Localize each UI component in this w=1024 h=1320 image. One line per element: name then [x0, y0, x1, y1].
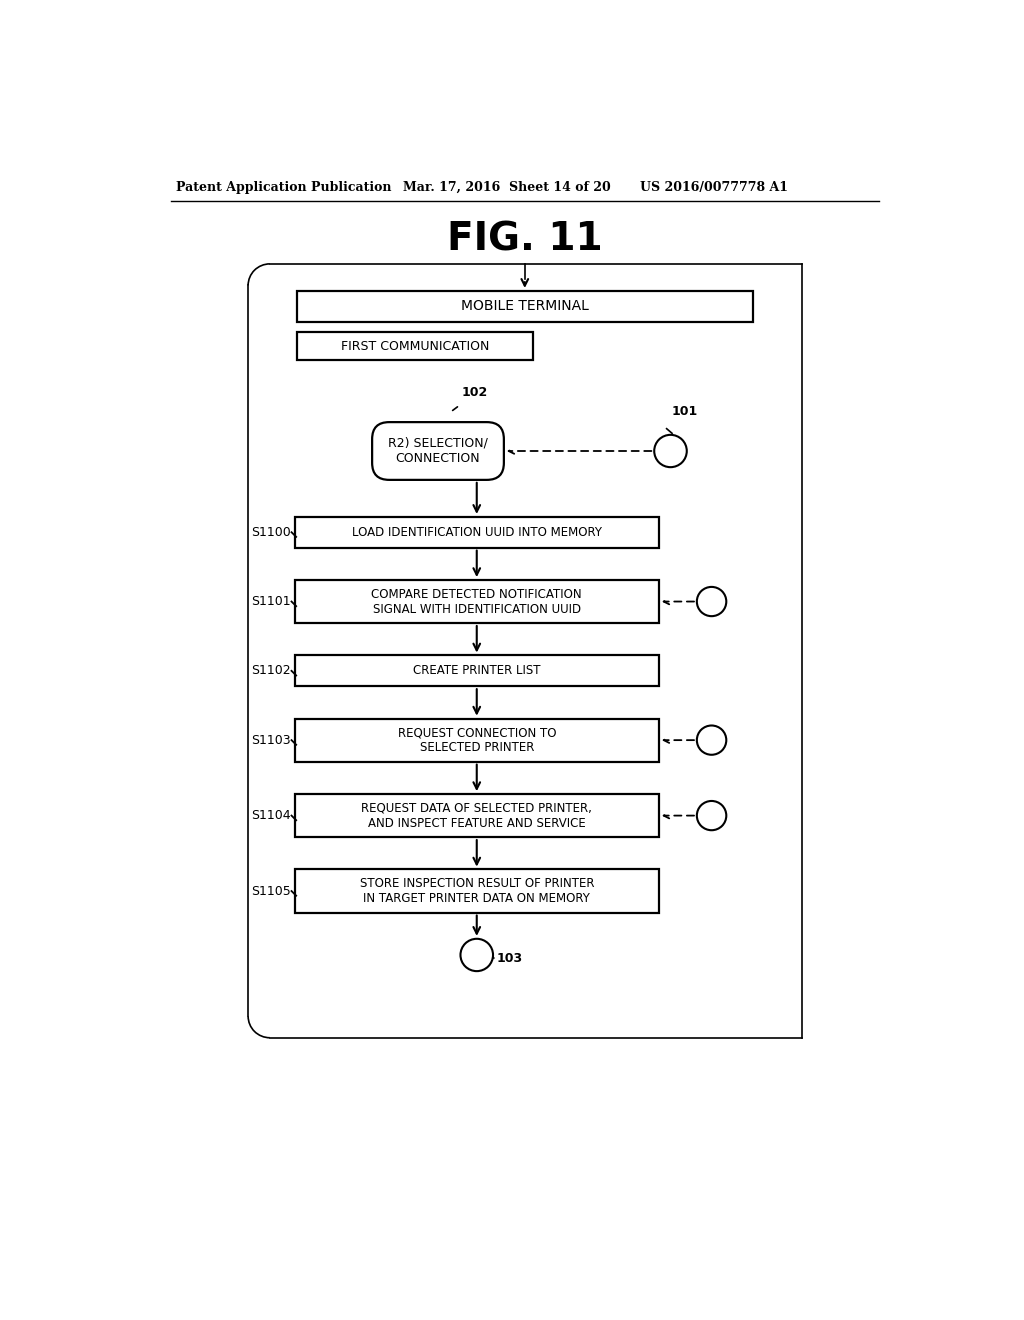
Circle shape [697, 801, 726, 830]
Text: R1: R1 [705, 810, 719, 821]
Text: S1104: S1104 [251, 809, 291, 822]
Text: US 2016/0077778 A1: US 2016/0077778 A1 [640, 181, 787, 194]
Text: R1: R1 [705, 735, 719, 744]
Text: R2) SELECTION/
CONNECTION: R2) SELECTION/ CONNECTION [388, 437, 488, 465]
Text: S1100: S1100 [251, 525, 291, 539]
Text: S1101: S1101 [251, 595, 291, 609]
Text: REQUEST DATA OF SELECTED PRINTER,
AND INSPECT FEATURE AND SERVICE: REQUEST DATA OF SELECTED PRINTER, AND IN… [361, 801, 592, 829]
Text: S1103: S1103 [251, 734, 291, 747]
Text: 103: 103 [496, 952, 522, 965]
Circle shape [697, 587, 726, 616]
Text: 102: 102 [461, 385, 487, 399]
Text: MOBILE TERMINAL: MOBILE TERMINAL [461, 300, 589, 313]
FancyBboxPatch shape [297, 290, 753, 322]
Text: LOAD IDENTIFICATION UUID INTO MEMORY: LOAD IDENTIFICATION UUID INTO MEMORY [352, 525, 602, 539]
Text: FIG. 11: FIG. 11 [447, 220, 602, 259]
Text: R1: R1 [705, 597, 719, 606]
FancyBboxPatch shape [295, 579, 658, 623]
Text: CREATE PRINTER LIST: CREATE PRINTER LIST [413, 664, 541, 677]
FancyBboxPatch shape [295, 656, 658, 686]
Text: Patent Application Publication: Patent Application Publication [176, 181, 391, 194]
Text: R1: R1 [663, 445, 678, 458]
Text: S1102: S1102 [251, 664, 291, 677]
FancyBboxPatch shape [295, 795, 658, 837]
FancyBboxPatch shape [297, 333, 534, 360]
Circle shape [461, 939, 493, 972]
Text: Mar. 17, 2016  Sheet 14 of 20: Mar. 17, 2016 Sheet 14 of 20 [403, 181, 611, 194]
FancyBboxPatch shape [295, 718, 658, 762]
Text: 101: 101 [672, 405, 698, 418]
FancyBboxPatch shape [372, 422, 504, 480]
FancyBboxPatch shape [295, 870, 658, 912]
FancyBboxPatch shape [295, 517, 658, 548]
Circle shape [654, 434, 687, 467]
Text: FIRST COMMUNICATION: FIRST COMMUNICATION [341, 339, 489, 352]
Text: REQUEST CONNECTION TO
SELECTED PRINTER: REQUEST CONNECTION TO SELECTED PRINTER [397, 726, 556, 754]
Text: R3: R3 [469, 949, 484, 961]
Text: STORE INSPECTION RESULT OF PRINTER
IN TARGET PRINTER DATA ON MEMORY: STORE INSPECTION RESULT OF PRINTER IN TA… [359, 876, 594, 906]
Text: S1105: S1105 [251, 884, 291, 898]
Circle shape [697, 726, 726, 755]
Text: COMPARE DETECTED NOTIFICATION
SIGNAL WITH IDENTIFICATION UUID: COMPARE DETECTED NOTIFICATION SIGNAL WIT… [372, 587, 582, 615]
